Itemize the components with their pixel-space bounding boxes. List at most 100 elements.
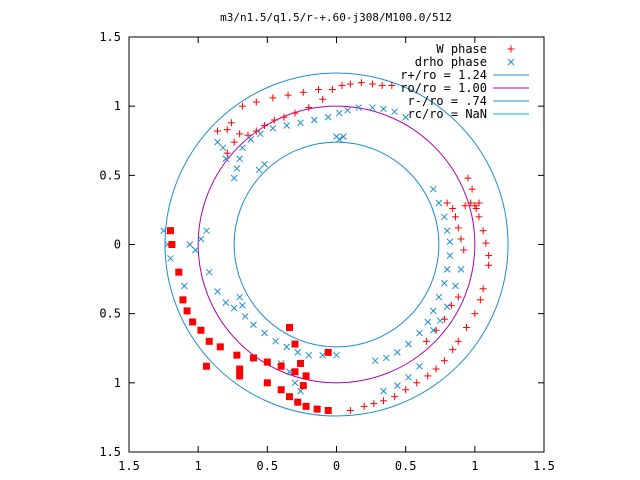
w-phase-point [432, 365, 440, 373]
y-tick-label: 1.5 [99, 30, 121, 44]
w-phase-point [223, 149, 231, 157]
y-tick-label: 0 [114, 238, 121, 252]
drho-phase-point [219, 144, 227, 152]
red-square-point [189, 318, 197, 326]
drho-phase-point [261, 160, 268, 168]
red-square-point [202, 362, 210, 370]
drho-phase-point [214, 138, 221, 146]
w-phase-point [402, 386, 410, 394]
drho-phase-point [222, 155, 230, 163]
x-tick-label: 1 [471, 459, 478, 473]
drho-phase-point [214, 288, 221, 295]
drho-phase-point [424, 318, 432, 326]
drho-phase-point [335, 136, 343, 143]
drho-phase-point [236, 293, 244, 301]
drho-phase-point [405, 373, 412, 381]
drho-phase-point [222, 299, 230, 306]
drho-phase-point [355, 104, 362, 111]
w-phase-point [467, 199, 475, 207]
w-phase-point [370, 400, 378, 408]
w-phase-point [236, 130, 244, 138]
x-tick-label: 1.5 [533, 459, 555, 473]
drho-phase-point [507, 58, 515, 66]
w-phase-point [261, 122, 269, 130]
w-phase-point [457, 235, 465, 243]
legend-label: ro/ro = 1.00 [400, 81, 487, 95]
circle-2 [233, 141, 440, 348]
w-phase-point [269, 94, 277, 102]
w-phase-point [299, 88, 307, 96]
w-phase-point [464, 174, 472, 182]
y-tick-label: 0.5 [99, 307, 121, 321]
red-square-point [285, 324, 293, 331]
drho-phase-point [429, 307, 437, 315]
drho-phase-point [186, 241, 194, 248]
drho-phase-point [297, 387, 304, 395]
drho-phase-point [446, 252, 454, 259]
w-phase-point [471, 310, 479, 318]
drho-phase-point [167, 254, 174, 262]
w-phase-point [368, 80, 376, 88]
w-phase-point [482, 239, 490, 247]
x-tick-label: 0 [333, 459, 340, 473]
drho-phase-point [446, 238, 454, 246]
w-phase-point [252, 98, 260, 106]
red-square-point [183, 307, 191, 315]
w-phase-point [454, 337, 462, 345]
drho-phase-point [344, 106, 351, 114]
red-square-point [285, 393, 293, 401]
drho-phase-point [197, 235, 205, 243]
red-square-point [302, 372, 310, 380]
red-square-point [294, 398, 302, 406]
drho-phase-point [239, 144, 246, 152]
drho-phase-point [333, 351, 340, 359]
drho-phase-point [311, 116, 318, 124]
drho-phase-point [160, 227, 167, 235]
drho-phase-point [416, 329, 423, 337]
w-phase-point [460, 246, 468, 254]
drho-phase-point [255, 166, 263, 174]
drho-phase-point [380, 387, 387, 395]
drho-phase-point [371, 357, 379, 365]
red-square-point [167, 227, 174, 235]
red-square-point [324, 348, 332, 356]
circle-0 [164, 72, 509, 417]
red-square-point [168, 241, 176, 248]
w-phase-point [238, 102, 246, 110]
w-phase-point [252, 127, 260, 135]
w-phase-point [468, 185, 476, 193]
w-phase-point [472, 205, 480, 213]
drho-phase-point [391, 108, 398, 116]
drho-phase-point [405, 340, 412, 348]
w-phase-point [443, 199, 451, 207]
data-markers [160, 79, 493, 414]
w-phase-point [507, 45, 515, 53]
drho-phase-point [429, 185, 437, 193]
drho-phase-point [294, 349, 302, 356]
drho-phase-point [239, 302, 246, 309]
tick-labels: 1.5 1 0.5 0 0.5 1 1.51.510.500.511.5 [99, 30, 555, 473]
w-phase-point [451, 213, 459, 221]
drho-phase-point [247, 136, 255, 143]
red-square-point [205, 337, 213, 345]
x-tick-label: 0.5 [256, 459, 278, 473]
w-phase-point [328, 86, 336, 94]
drho-phase-point [230, 174, 238, 182]
w-phase-point [424, 372, 432, 380]
y-tick-label: 1 [114, 376, 121, 390]
red-square-point [291, 340, 299, 348]
red-square-point [263, 358, 271, 366]
y-tick-label: 1 [114, 99, 121, 113]
w-phase-point [346, 80, 354, 88]
axis-ticks [128, 36, 545, 453]
w-phase-point [454, 293, 462, 301]
drho-phase-point [291, 379, 299, 387]
w-phase-point [454, 224, 462, 232]
drho-phase-point [416, 362, 423, 370]
w-phase-point [270, 116, 278, 124]
w-phase-point [338, 81, 346, 89]
w-phase-point [360, 402, 368, 410]
w-phase-point [280, 113, 288, 121]
w-phase-point [479, 227, 487, 235]
